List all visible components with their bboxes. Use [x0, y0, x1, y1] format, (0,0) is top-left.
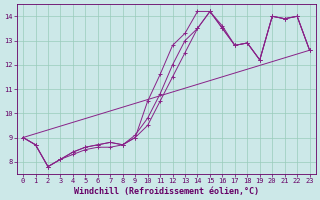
X-axis label: Windchill (Refroidissement éolien,°C): Windchill (Refroidissement éolien,°C)	[74, 187, 259, 196]
